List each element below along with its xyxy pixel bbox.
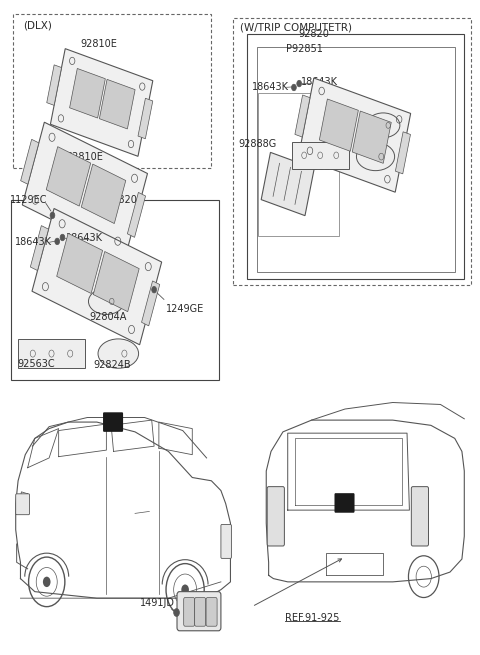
FancyBboxPatch shape	[267, 487, 284, 546]
Ellipse shape	[366, 113, 400, 138]
Polygon shape	[93, 252, 139, 312]
Ellipse shape	[88, 288, 124, 314]
FancyBboxPatch shape	[195, 597, 205, 626]
Polygon shape	[21, 140, 39, 184]
Text: (DLX): (DLX)	[23, 21, 52, 31]
FancyBboxPatch shape	[184, 597, 195, 626]
Text: 92810E: 92810E	[81, 39, 118, 48]
Text: 92820: 92820	[107, 195, 137, 205]
Polygon shape	[47, 65, 61, 105]
Polygon shape	[319, 99, 359, 151]
Circle shape	[43, 576, 50, 587]
Polygon shape	[70, 69, 105, 118]
FancyBboxPatch shape	[103, 412, 123, 432]
Circle shape	[174, 608, 180, 616]
FancyBboxPatch shape	[411, 487, 429, 546]
Bar	[258, 93, 339, 236]
Polygon shape	[138, 98, 153, 139]
FancyBboxPatch shape	[335, 493, 355, 513]
Polygon shape	[261, 153, 314, 215]
Polygon shape	[295, 95, 310, 137]
Text: 92824B: 92824B	[356, 164, 393, 174]
Polygon shape	[352, 111, 391, 163]
Bar	[13, 14, 211, 168]
Circle shape	[60, 234, 65, 241]
FancyBboxPatch shape	[16, 494, 30, 515]
Text: 92804A: 92804A	[362, 113, 399, 124]
Ellipse shape	[98, 339, 139, 368]
Circle shape	[50, 212, 55, 219]
Text: 92804A: 92804A	[90, 312, 127, 322]
Circle shape	[181, 584, 189, 595]
Polygon shape	[142, 281, 160, 326]
Text: 18643K: 18643K	[15, 237, 52, 247]
FancyBboxPatch shape	[177, 591, 221, 631]
Circle shape	[291, 84, 296, 91]
FancyBboxPatch shape	[206, 597, 217, 626]
Text: P92851: P92851	[286, 44, 323, 54]
Text: 92563C: 92563C	[17, 359, 55, 369]
Text: 18643K: 18643K	[252, 82, 289, 92]
Text: 92820: 92820	[299, 29, 329, 39]
FancyBboxPatch shape	[221, 525, 231, 558]
Text: 1129EC: 1129EC	[10, 195, 48, 205]
Text: 92888G: 92888G	[239, 139, 277, 149]
Polygon shape	[32, 208, 162, 345]
Polygon shape	[396, 132, 410, 174]
Ellipse shape	[357, 143, 395, 171]
Polygon shape	[81, 164, 126, 223]
Text: (W/TRIP COMPUTETR): (W/TRIP COMPUTETR)	[240, 23, 352, 33]
Polygon shape	[30, 225, 48, 271]
Polygon shape	[291, 141, 349, 169]
Text: 1491JD: 1491JD	[140, 598, 175, 608]
Polygon shape	[127, 193, 145, 237]
Polygon shape	[299, 78, 411, 192]
Polygon shape	[46, 147, 91, 206]
Polygon shape	[99, 79, 135, 129]
Circle shape	[55, 238, 60, 245]
Polygon shape	[50, 48, 153, 157]
Bar	[233, 18, 471, 285]
Circle shape	[297, 81, 301, 87]
Bar	[257, 47, 455, 272]
Text: 92810E: 92810E	[66, 151, 103, 162]
Text: 18643K: 18643K	[66, 233, 103, 243]
Bar	[247, 34, 464, 278]
Text: 1249GE: 1249GE	[166, 304, 204, 314]
Polygon shape	[57, 233, 103, 293]
Text: 92824B: 92824B	[94, 360, 131, 370]
Circle shape	[152, 286, 156, 293]
Text: 92563C: 92563C	[300, 162, 338, 172]
Text: 18643K: 18643K	[301, 77, 338, 87]
Polygon shape	[18, 339, 85, 368]
Bar	[11, 200, 218, 380]
Polygon shape	[22, 122, 147, 256]
Text: REF.91-925: REF.91-925	[285, 612, 340, 623]
